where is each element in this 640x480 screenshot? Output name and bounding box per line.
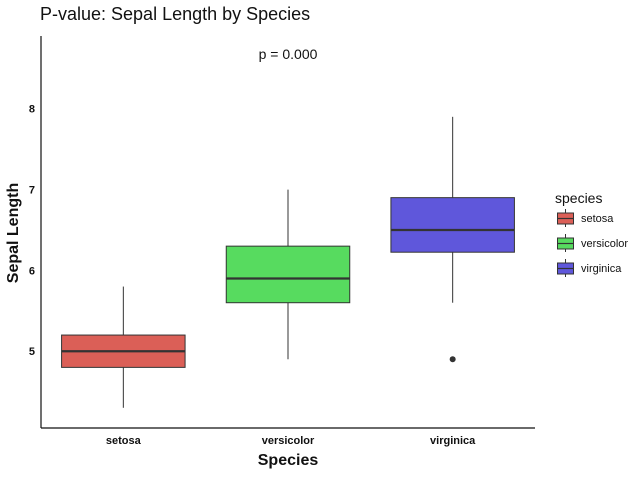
legend-label: setosa [581,213,614,225]
legend-item-versicolor: versicolor [557,234,628,252]
box-group-setosa [61,286,186,408]
y-tick-label: 6 [29,265,35,277]
legend-item-setosa: setosa [557,209,614,227]
legend-label: virginica [581,263,622,275]
y-tick-label: 5 [29,346,35,358]
chart-title: P-value: Sepal Length by Species [40,4,310,24]
box-versicolor [225,245,351,304]
legend-title: species [555,190,602,206]
plot-area [61,116,515,408]
outlier-point [449,356,456,363]
x-tick-label-versicolor: versicolor [262,435,315,447]
legend-item-virginica: virginica [557,259,622,277]
axes: 5 6 7 8 setosa versicolor virginica [29,36,535,447]
y-tick-label: 7 [29,185,35,197]
x-axis-title: Species [258,452,319,469]
box-group-virginica [390,116,515,363]
box-group-versicolor [225,189,351,360]
p-value-annotation: p = 0.000 [259,46,318,62]
box-virginica [390,197,515,253]
legend-label: versicolor [581,238,628,250]
x-tick-label-setosa: setosa [106,435,142,447]
y-axis-title: Sepal Length [5,183,22,283]
y-tick-label: 8 [29,104,35,116]
legend: species setosa versicolor virginica [555,190,628,277]
x-tick-label-virginica: virginica [430,435,476,447]
